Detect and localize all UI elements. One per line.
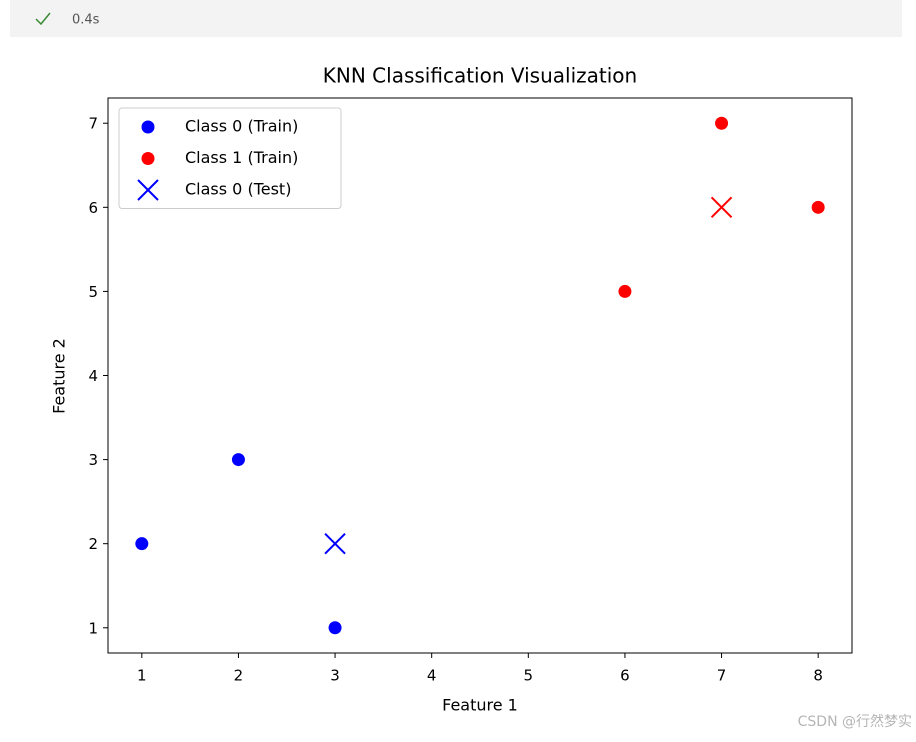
cell-time: 0.4s [72,13,100,28]
point [715,116,729,130]
legend-label: Class 1 (Train) [185,148,298,167]
x-tick-label: 6 [620,667,630,685]
x-tick-label: 2 [234,667,244,685]
legend-label: Class 0 (Train) [185,117,298,136]
y-tick-label: 3 [88,451,98,469]
check-icon [35,12,51,26]
x-tick-label: 4 [427,667,437,685]
cell-status-bar [10,0,902,37]
y-tick-label: 6 [88,199,98,217]
point [618,284,632,298]
x-axis-label: Feature 1 [442,696,518,715]
legend-marker [141,120,155,134]
x-tick-label: 5 [524,667,534,685]
point [328,621,342,635]
legend-box [118,107,342,209]
point [710,196,733,219]
y-tick-label: 5 [88,283,98,301]
y-tick-label: 1 [88,619,98,637]
y-axis-label: Feature 2 [50,338,69,414]
chart-title: KNN Classification Visualization [323,64,637,88]
x-tick-label: 3 [330,667,340,685]
legend-label: Class 0 (Test) [185,180,291,199]
point [811,200,825,214]
point [231,453,245,467]
x-tick-label: 8 [813,667,823,685]
watermark: CSDN @行然梦实 [798,713,912,730]
point [135,537,149,551]
x-tick-label: 1 [137,667,147,685]
point [324,532,346,555]
y-tick-label: 7 [88,115,98,133]
legend-marker [141,152,155,165]
y-tick-label: 4 [88,367,98,385]
legend-marker [137,179,159,201]
x-tick-label: 7 [717,667,727,685]
y-tick-label: 2 [88,535,98,553]
